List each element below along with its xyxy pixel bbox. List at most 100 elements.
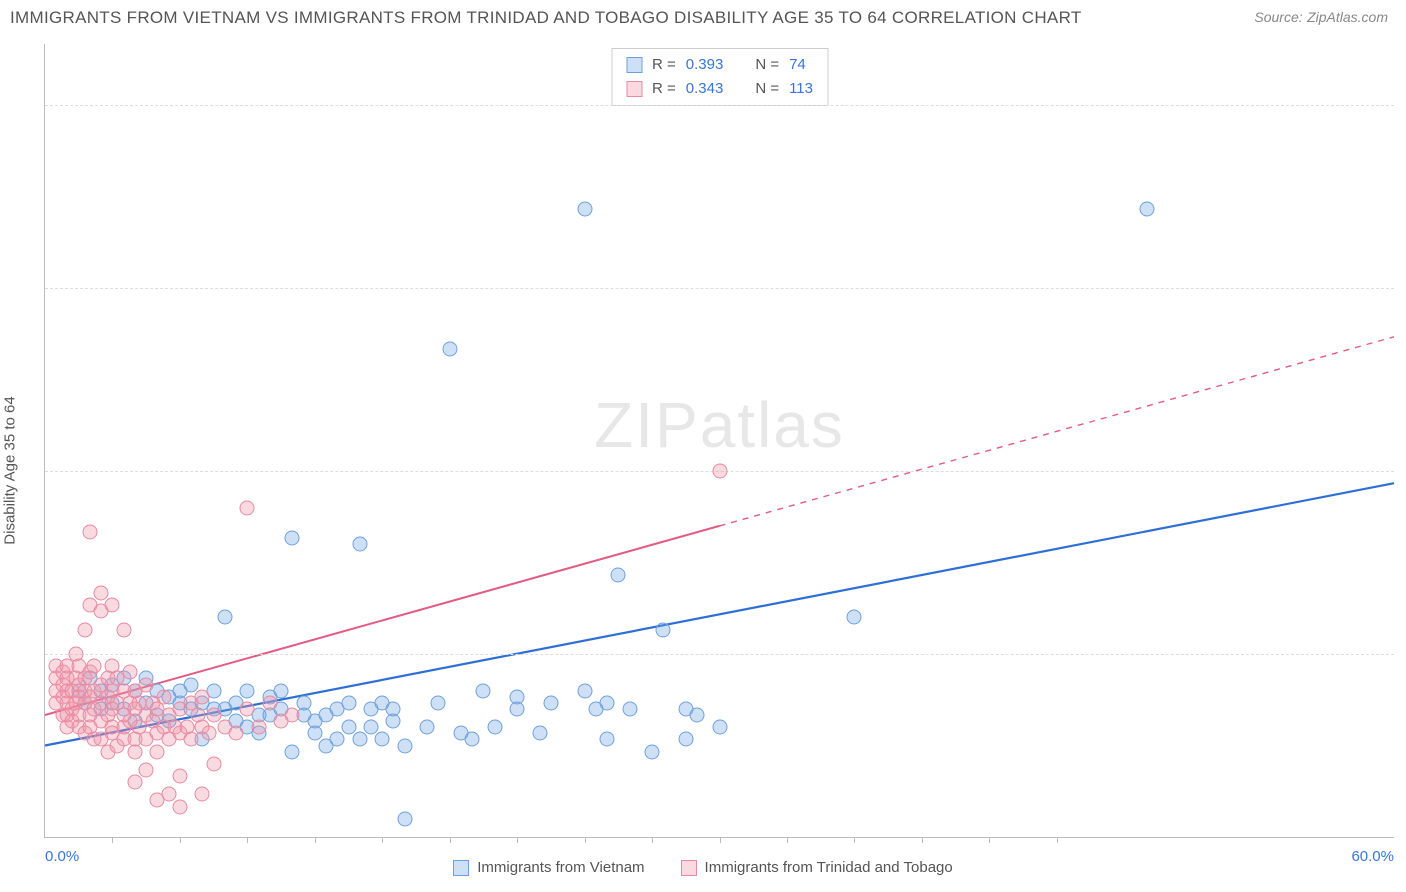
stats-legend: R = 0.393 N = 74 R = 0.343 N = 113	[611, 48, 828, 106]
data-point	[240, 500, 255, 515]
y-axis-label: Disability Age 35 to 64	[2, 396, 19, 544]
data-point	[262, 695, 277, 710]
data-point	[442, 342, 457, 357]
data-point	[645, 744, 660, 759]
data-point	[202, 726, 217, 741]
data-point	[251, 720, 266, 735]
x-tick-mark	[180, 837, 181, 843]
n-value-vietnam: 74	[789, 53, 806, 77]
data-point	[139, 677, 154, 692]
data-point	[622, 701, 637, 716]
plot-region: ZIPatlas R = 0.393 N = 74 R = 0.343 N = …	[44, 44, 1394, 838]
data-point	[157, 689, 172, 704]
swatch-trinidad	[626, 81, 642, 97]
data-point	[487, 720, 502, 735]
data-point	[510, 689, 525, 704]
data-point	[94, 586, 109, 601]
x-tick-mark	[382, 837, 383, 843]
data-point	[386, 701, 401, 716]
data-point	[364, 720, 379, 735]
data-point	[172, 769, 187, 784]
x-tick-mark	[854, 837, 855, 843]
legend-label: Immigrants from Trinidad and Tobago	[705, 859, 953, 876]
data-point	[184, 677, 199, 692]
source: Source: ZipAtlas.com	[1254, 9, 1388, 27]
trendline-dashed	[720, 337, 1395, 526]
r-label: R =	[652, 77, 676, 101]
data-point	[330, 732, 345, 747]
data-point	[285, 744, 300, 759]
data-point	[161, 787, 176, 802]
chart-title: IMMIGRANTS FROM VIETNAM VS IMMIGRANTS FR…	[10, 8, 1082, 28]
data-point	[431, 695, 446, 710]
legend-label: Immigrants from Vietnam	[477, 859, 644, 876]
x-tick-mark	[1057, 837, 1058, 843]
data-point	[465, 732, 480, 747]
data-point	[847, 610, 862, 625]
data-point	[577, 683, 592, 698]
data-point	[341, 720, 356, 735]
source-label: Source:	[1254, 9, 1302, 25]
data-point	[229, 726, 244, 741]
data-point	[127, 775, 142, 790]
data-point	[217, 610, 232, 625]
chart-area: Disability Age 35 to 64 ZIPatlas R = 0.3…	[0, 36, 1406, 888]
data-point	[206, 708, 221, 723]
x-tick-mark	[247, 837, 248, 843]
x-tick-mark	[720, 837, 721, 843]
data-point	[116, 622, 131, 637]
data-point	[285, 708, 300, 723]
x-tick-mark	[585, 837, 586, 843]
data-point	[397, 811, 412, 826]
x-tick-mark	[517, 837, 518, 843]
data-point	[150, 744, 165, 759]
data-point	[532, 726, 547, 741]
data-point	[285, 531, 300, 546]
data-point	[476, 683, 491, 698]
gridline	[45, 654, 1394, 655]
data-point	[296, 695, 311, 710]
data-point	[123, 665, 138, 680]
data-point	[195, 787, 210, 802]
data-point	[656, 622, 671, 637]
n-label: N =	[755, 53, 779, 77]
gridline	[45, 105, 1394, 106]
stats-legend-row: R = 0.393 N = 74	[626, 53, 813, 77]
x-tick-mark	[922, 837, 923, 843]
r-label: R =	[652, 53, 676, 77]
x-tick-mark	[450, 837, 451, 843]
data-point	[240, 683, 255, 698]
data-point	[240, 701, 255, 716]
trendlines-svg	[45, 44, 1394, 837]
r-value-trinidad: 0.343	[686, 77, 724, 101]
data-point	[600, 695, 615, 710]
r-value-vietnam: 0.393	[686, 53, 724, 77]
data-point	[206, 756, 221, 771]
data-point	[352, 732, 367, 747]
data-point	[543, 695, 558, 710]
x-tick-mark	[315, 837, 316, 843]
data-point	[611, 567, 626, 582]
data-point	[139, 762, 154, 777]
data-point	[352, 537, 367, 552]
n-value-trinidad: 113	[789, 77, 813, 101]
n-label: N =	[755, 77, 779, 101]
x-tick-mark	[112, 837, 113, 843]
data-point	[375, 732, 390, 747]
data-point	[600, 732, 615, 747]
data-point	[341, 695, 356, 710]
data-point	[397, 738, 412, 753]
data-point	[420, 720, 435, 735]
legend-item-vietnam: Immigrants from Vietnam	[453, 859, 644, 876]
data-point	[712, 464, 727, 479]
data-point	[1139, 201, 1154, 216]
data-point	[87, 659, 102, 674]
x-tick-mark	[787, 837, 788, 843]
data-point	[690, 708, 705, 723]
legend-item-trinidad: Immigrants from Trinidad and Tobago	[681, 859, 953, 876]
series-legend: Immigrants from Vietnam Immigrants from …	[0, 859, 1406, 876]
data-point	[195, 689, 210, 704]
data-point	[678, 732, 693, 747]
gridline	[45, 288, 1394, 289]
x-tick-mark	[652, 837, 653, 843]
